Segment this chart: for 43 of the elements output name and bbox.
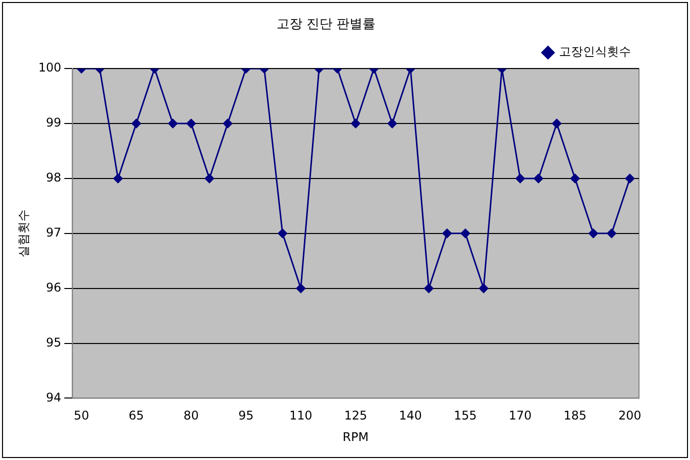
y-tick-label: 99: [46, 116, 62, 130]
x-tick-label: 155: [454, 408, 477, 423]
point: [624, 173, 635, 184]
point: [424, 283, 434, 294]
point: [515, 173, 526, 184]
y-tick-label: 97: [46, 226, 62, 240]
x-tick-label: 110: [289, 408, 312, 423]
point: [588, 228, 598, 238]
x-axis-title: RPM: [342, 430, 369, 444]
point: [533, 173, 544, 184]
point: [186, 118, 196, 129]
x-tick-label: 185: [564, 408, 586, 423]
point: [296, 283, 306, 294]
point: [552, 118, 562, 129]
y-tick-label: 96: [46, 280, 62, 294]
point: [606, 228, 617, 238]
point: [442, 228, 452, 238]
legend-label: 고장인식횟수: [559, 44, 631, 59]
x-tick-label: 80: [183, 408, 199, 423]
point: [113, 173, 124, 184]
x-tick-label: 65: [128, 408, 144, 423]
x-tick-label: 95: [238, 408, 254, 423]
point: [131, 118, 142, 129]
point: [478, 283, 489, 294]
point: [222, 118, 233, 129]
y-tick-label: 94: [46, 390, 62, 404]
point: [204, 173, 214, 184]
y-tick-label: 100: [38, 60, 62, 75]
point: [168, 118, 178, 129]
chart-title: 고장 진단 판별률: [276, 17, 376, 32]
x-tick-label: 125: [344, 408, 368, 423]
x-tick-label: 140: [399, 408, 422, 423]
point: [387, 118, 398, 129]
y-axis-title: 실험횟수: [16, 209, 30, 258]
y-tick-label: 98: [46, 170, 62, 185]
point: [570, 173, 580, 184]
point: [460, 228, 470, 238]
x-tick-label: 200: [618, 408, 642, 423]
x-tick-label: 170: [508, 408, 532, 423]
x-tick-label: 50: [74, 408, 90, 423]
point: [278, 228, 288, 238]
point: [350, 118, 361, 129]
y-tick-label: 95: [46, 335, 62, 350]
